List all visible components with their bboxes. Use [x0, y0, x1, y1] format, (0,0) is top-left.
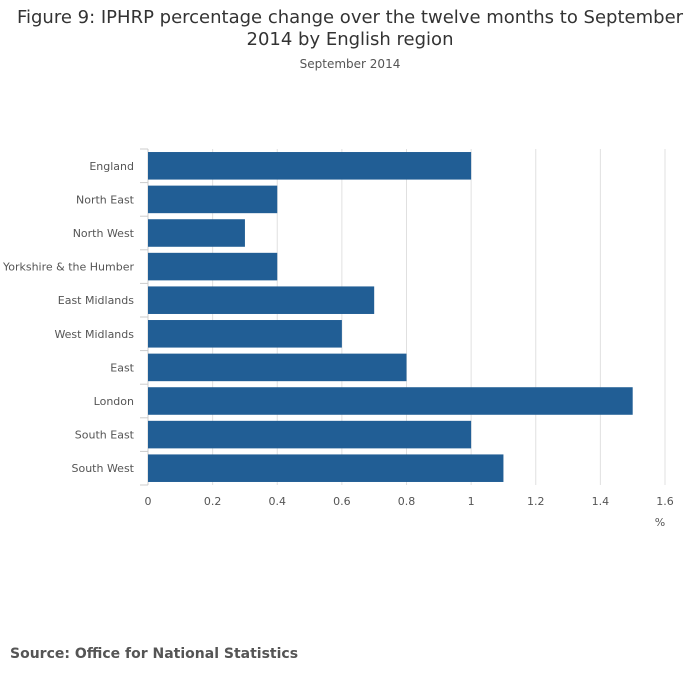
category-label-2: North East: [76, 193, 135, 206]
bar-9: [148, 420, 472, 449]
x-tick-label-1: 0.2: [204, 495, 222, 508]
category-label-5: East Midlands: [58, 294, 135, 307]
bar-3: [148, 219, 245, 247]
x-tick-label-5: 1: [468, 495, 475, 508]
category-label-1: England: [89, 160, 134, 173]
bar-10: [148, 454, 504, 482]
chart-title: Figure 9: IPHRP percentage change over t…: [16, 7, 684, 50]
x-tick-label-0: 0: [145, 495, 152, 508]
category-label-3: North West: [73, 227, 135, 240]
bar-4: [148, 252, 278, 281]
category-label-9: South East: [75, 429, 135, 442]
x-tick-label-8: 1.6: [656, 495, 674, 508]
chart-subtitle: September 2014: [299, 57, 401, 71]
x-tick-label-2: 0.4: [269, 495, 287, 508]
bar-6: [148, 320, 342, 348]
bar-7: [148, 353, 407, 382]
bar-1: [148, 152, 472, 180]
category-label-4: Yorkshire & the Humber: [2, 261, 135, 274]
category-label-6: West Midlands: [54, 328, 134, 341]
x-tick-label-7: 1.4: [592, 495, 610, 508]
category-label-7: East: [110, 361, 134, 374]
x-tick-label-3: 0.6: [333, 495, 351, 508]
x-tick-label-4: 0.8: [398, 495, 416, 508]
bar-8: [148, 387, 633, 415]
category-label-8: London: [94, 395, 134, 408]
bar-5: [148, 286, 375, 314]
bar-2: [148, 185, 278, 214]
category-label-10: South West: [71, 462, 134, 475]
x-tick-label-6: 1.2: [527, 495, 545, 508]
source-note: Source: Office for National Statistics: [10, 646, 299, 662]
x-axis-label: %: [655, 516, 665, 529]
